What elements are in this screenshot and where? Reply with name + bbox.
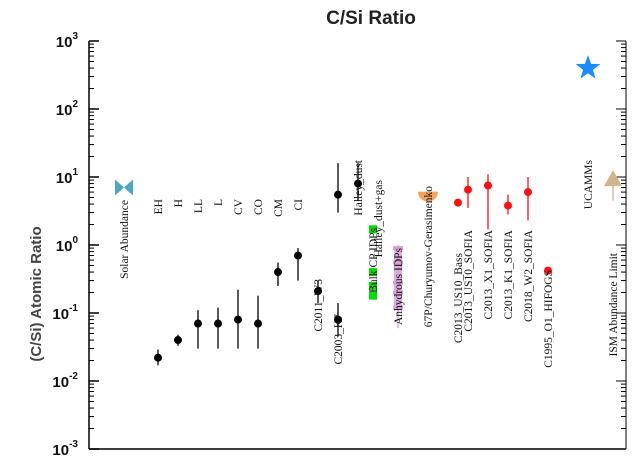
category-labels: Solar Abundance EH H LL L CV CO CM CIC2011_W3C20… xyxy=(119,159,620,368)
point-c2013-x1-sofia xyxy=(484,181,492,190)
category-label: C2013_US10_SOFIA xyxy=(463,229,475,331)
category-label: CV xyxy=(233,198,245,215)
category-label: H xyxy=(173,199,185,207)
category-label: CI xyxy=(293,199,305,211)
y-tick-base: 10 xyxy=(52,442,69,459)
point-eh xyxy=(154,353,162,362)
point-co xyxy=(254,319,262,328)
point-ll xyxy=(194,319,202,328)
y-tick-exponent: 0 xyxy=(72,235,78,246)
category-label: CM xyxy=(273,199,285,217)
category-label: Solar Abundance xyxy=(119,200,131,279)
point-ci xyxy=(294,251,302,260)
y-tick-base: 10 xyxy=(52,374,69,391)
y-tick-label: 101 xyxy=(56,167,79,187)
y-tick-exponent: -1 xyxy=(69,303,78,314)
point-cm xyxy=(274,268,282,277)
y-tick-exponent: 2 xyxy=(72,99,78,110)
category-label: Halley_dust+gas xyxy=(373,179,385,257)
point-c2018-w2-sofia xyxy=(524,188,532,197)
y-tick-base: 10 xyxy=(56,102,73,119)
category-label: EH xyxy=(153,199,165,214)
category-label: C2013_K1_SOFIA xyxy=(503,229,515,319)
y-tick-exponent: 1 xyxy=(72,167,78,178)
point-c2011-w3 xyxy=(314,287,322,296)
category-label: C2013_US10_Bass xyxy=(453,252,465,343)
y-tick-label: 10-1 xyxy=(52,303,78,323)
point-c2013-us10-sofia xyxy=(464,185,472,194)
y-axis-label: (C/Si) Atomic Ratio xyxy=(28,226,45,361)
point-solar-abundance-right xyxy=(124,179,133,196)
y-tick-exponent: -2 xyxy=(69,371,78,382)
category-label: C2018_W2_SOFIA xyxy=(523,229,535,322)
point-c2013-k1-sofia xyxy=(504,201,512,210)
category-label: ISM Abundance Limit xyxy=(608,252,620,356)
point-bulk-cp-idps-square xyxy=(369,268,377,277)
point-l xyxy=(214,319,222,328)
point-ucamms xyxy=(575,55,601,79)
point-halley-dust xyxy=(334,190,342,199)
category-label: UCAMMs xyxy=(583,159,595,209)
y-tick-label: 10-3 xyxy=(52,439,78,459)
point-c2003-k7 xyxy=(334,315,342,324)
y-tick-exponent: 3 xyxy=(72,31,78,42)
point-h xyxy=(174,336,182,345)
point-67p-churyumov-gerasimenko xyxy=(418,191,438,202)
category-label: C2003_K7 xyxy=(333,314,345,365)
point-bulk-cp-idps-square xyxy=(369,225,377,234)
point-solar-abundance-left xyxy=(115,179,124,196)
category-label: Halley_dust xyxy=(353,159,365,215)
y-tick-label: 103 xyxy=(56,31,79,51)
point-anhydrous-idps-range xyxy=(394,248,402,308)
point-ism-abundance-limit xyxy=(604,170,622,187)
point-c2013-us10-bass xyxy=(454,198,462,207)
point-bulk-cp-idps-square xyxy=(369,281,377,290)
point-cv xyxy=(234,315,242,324)
point-halley-dust-gas xyxy=(354,179,362,188)
y-tick-base: 10 xyxy=(52,306,69,323)
category-label: C2011_W3 xyxy=(313,279,325,332)
y-tick-base: 10 xyxy=(56,238,73,255)
category-label: Bulk CP IDPs xyxy=(368,227,380,292)
y-tick-base: 10 xyxy=(56,34,73,51)
y-tick-label: 100 xyxy=(56,235,79,255)
category-label: 67P/Churyumov-Gerasimenko xyxy=(423,186,435,327)
point-c1995-o1-hifogs xyxy=(544,266,552,275)
category-label: LL xyxy=(193,199,205,213)
y-tick-exponent: -3 xyxy=(69,439,78,450)
category-label: C1995_O1_HIFOGS xyxy=(543,270,555,368)
point-bulk-cp-idps-square xyxy=(369,291,377,300)
marks xyxy=(115,55,622,366)
chart-title: C/Si Ratio xyxy=(326,8,416,29)
y-tick-label: 102 xyxy=(56,99,79,119)
category-label: L xyxy=(213,199,225,206)
y-tick-base: 10 xyxy=(56,170,73,187)
category-label: Anhydrous IDPs xyxy=(393,247,405,325)
y-tick-label: 10-2 xyxy=(52,371,78,391)
category-label: C2013_X1_SOFIA xyxy=(483,229,495,319)
category-label: CO xyxy=(253,199,265,215)
